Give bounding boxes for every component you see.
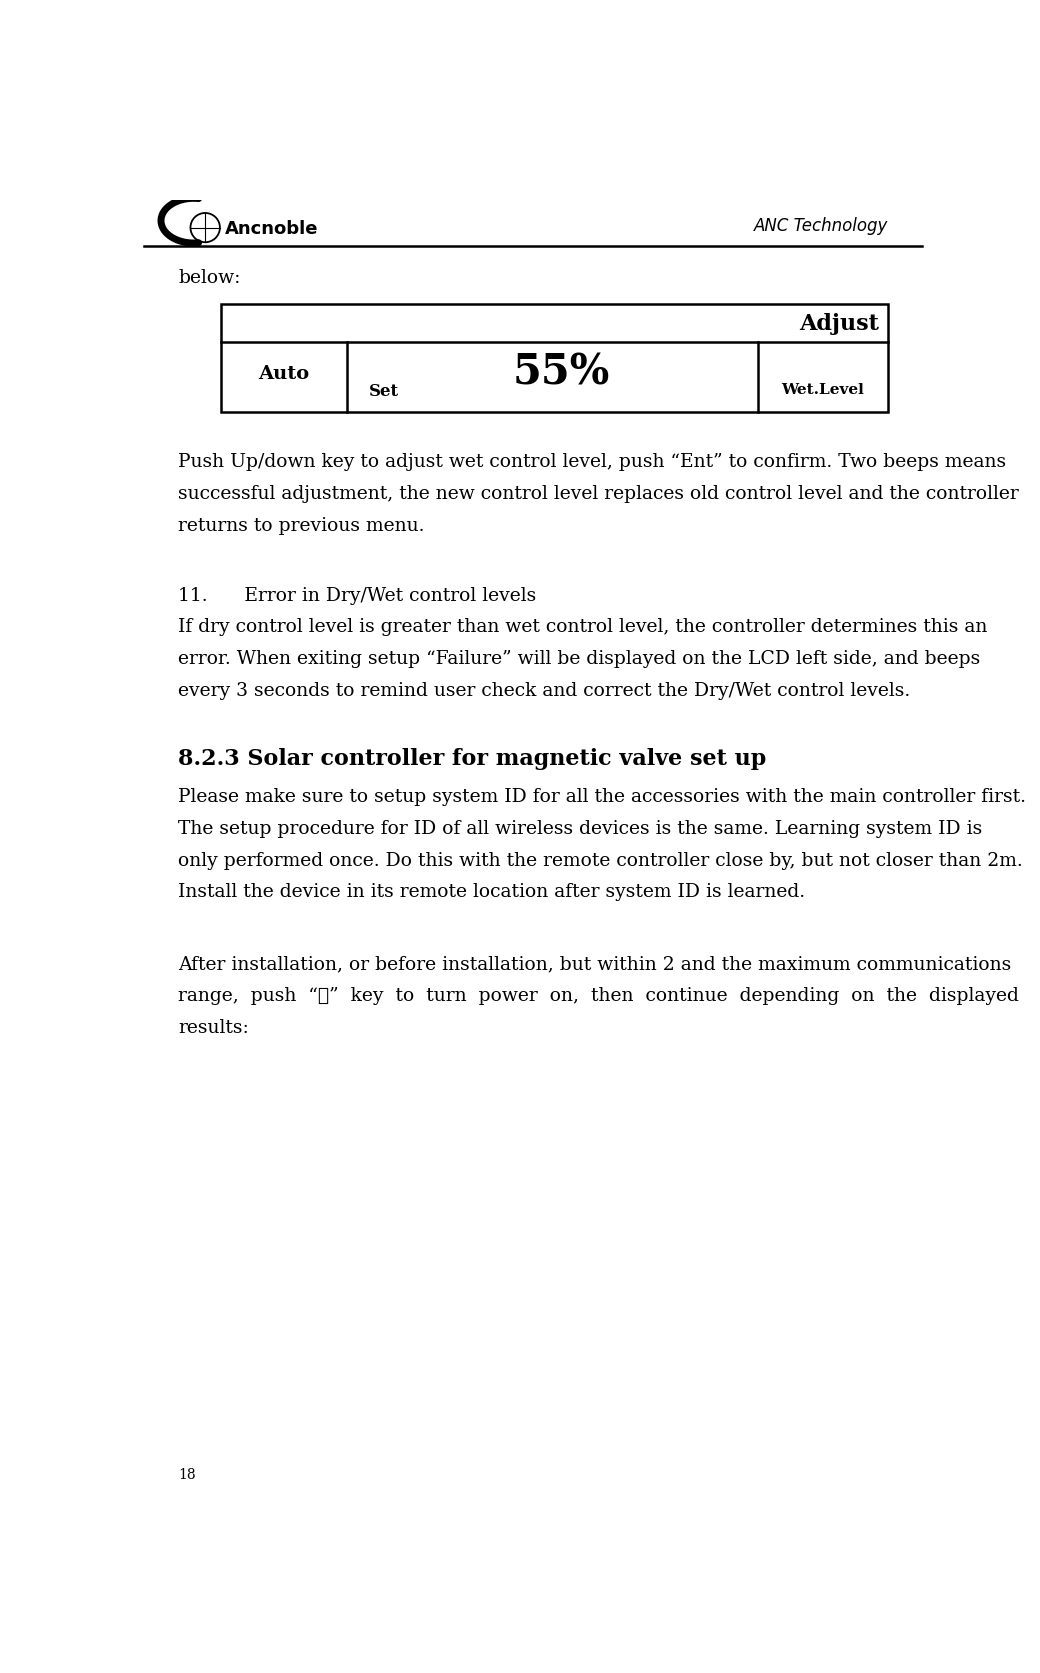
Text: results:: results: bbox=[178, 1019, 249, 1037]
Text: 55%: 55% bbox=[513, 351, 609, 393]
Text: 8.2.3 Solar controller for magnetic valve set up: 8.2.3 Solar controller for magnetic valv… bbox=[178, 748, 766, 770]
Bar bbox=[220, 304, 888, 412]
Text: 18: 18 bbox=[178, 1467, 196, 1481]
Text: range,  push  “⏻”  key  to  turn  power  on,  then  continue  depending  on  the: range, push “⏻” key to turn power on, th… bbox=[178, 987, 1019, 1005]
Text: returns to previous menu.: returns to previous menu. bbox=[178, 517, 424, 534]
Text: 11.    Error in Dry/Wet control levels: 11. Error in Dry/Wet control levels bbox=[178, 587, 537, 604]
Text: Set: Set bbox=[369, 383, 399, 400]
Text: successful adjustment, the new control level replaces old control level and the : successful adjustment, the new control l… bbox=[178, 485, 1019, 502]
Text: The setup procedure for ID of all wireless devices is the same. Learning system : The setup procedure for ID of all wirele… bbox=[178, 820, 983, 836]
Text: After installation, or before installation, but within 2 and the maximum communi: After installation, or before installati… bbox=[178, 955, 1011, 974]
Text: Push Up/down key to adjust wet control level, push “Ent” to confirm. Two beeps m: Push Up/down key to adjust wet control l… bbox=[178, 452, 1006, 470]
Text: Auto: Auto bbox=[259, 365, 310, 383]
Text: ANC Technology: ANC Technology bbox=[754, 217, 888, 236]
Text: only performed once. Do this with the remote controller close by, but not closer: only performed once. Do this with the re… bbox=[178, 852, 1022, 868]
Text: Ancnoble: Ancnoble bbox=[226, 221, 319, 238]
Text: If dry control level is greater than wet control level, the controller determine: If dry control level is greater than wet… bbox=[178, 617, 987, 636]
Text: below:: below: bbox=[178, 268, 240, 286]
Text: error. When exiting setup “Failure” will be displayed on the LCD left side, and : error. When exiting setup “Failure” will… bbox=[178, 649, 981, 668]
Text: every 3 seconds to remind user check and correct the Dry/Wet control levels.: every 3 seconds to remind user check and… bbox=[178, 681, 910, 699]
Text: Adjust: Adjust bbox=[799, 313, 879, 335]
Text: Install the device in its remote location after system ID is learned.: Install the device in its remote locatio… bbox=[178, 883, 805, 902]
Text: Please make sure to setup system ID for all the accessories with the main contro: Please make sure to setup system ID for … bbox=[178, 788, 1026, 805]
Text: Wet.Level: Wet.Level bbox=[781, 383, 864, 397]
